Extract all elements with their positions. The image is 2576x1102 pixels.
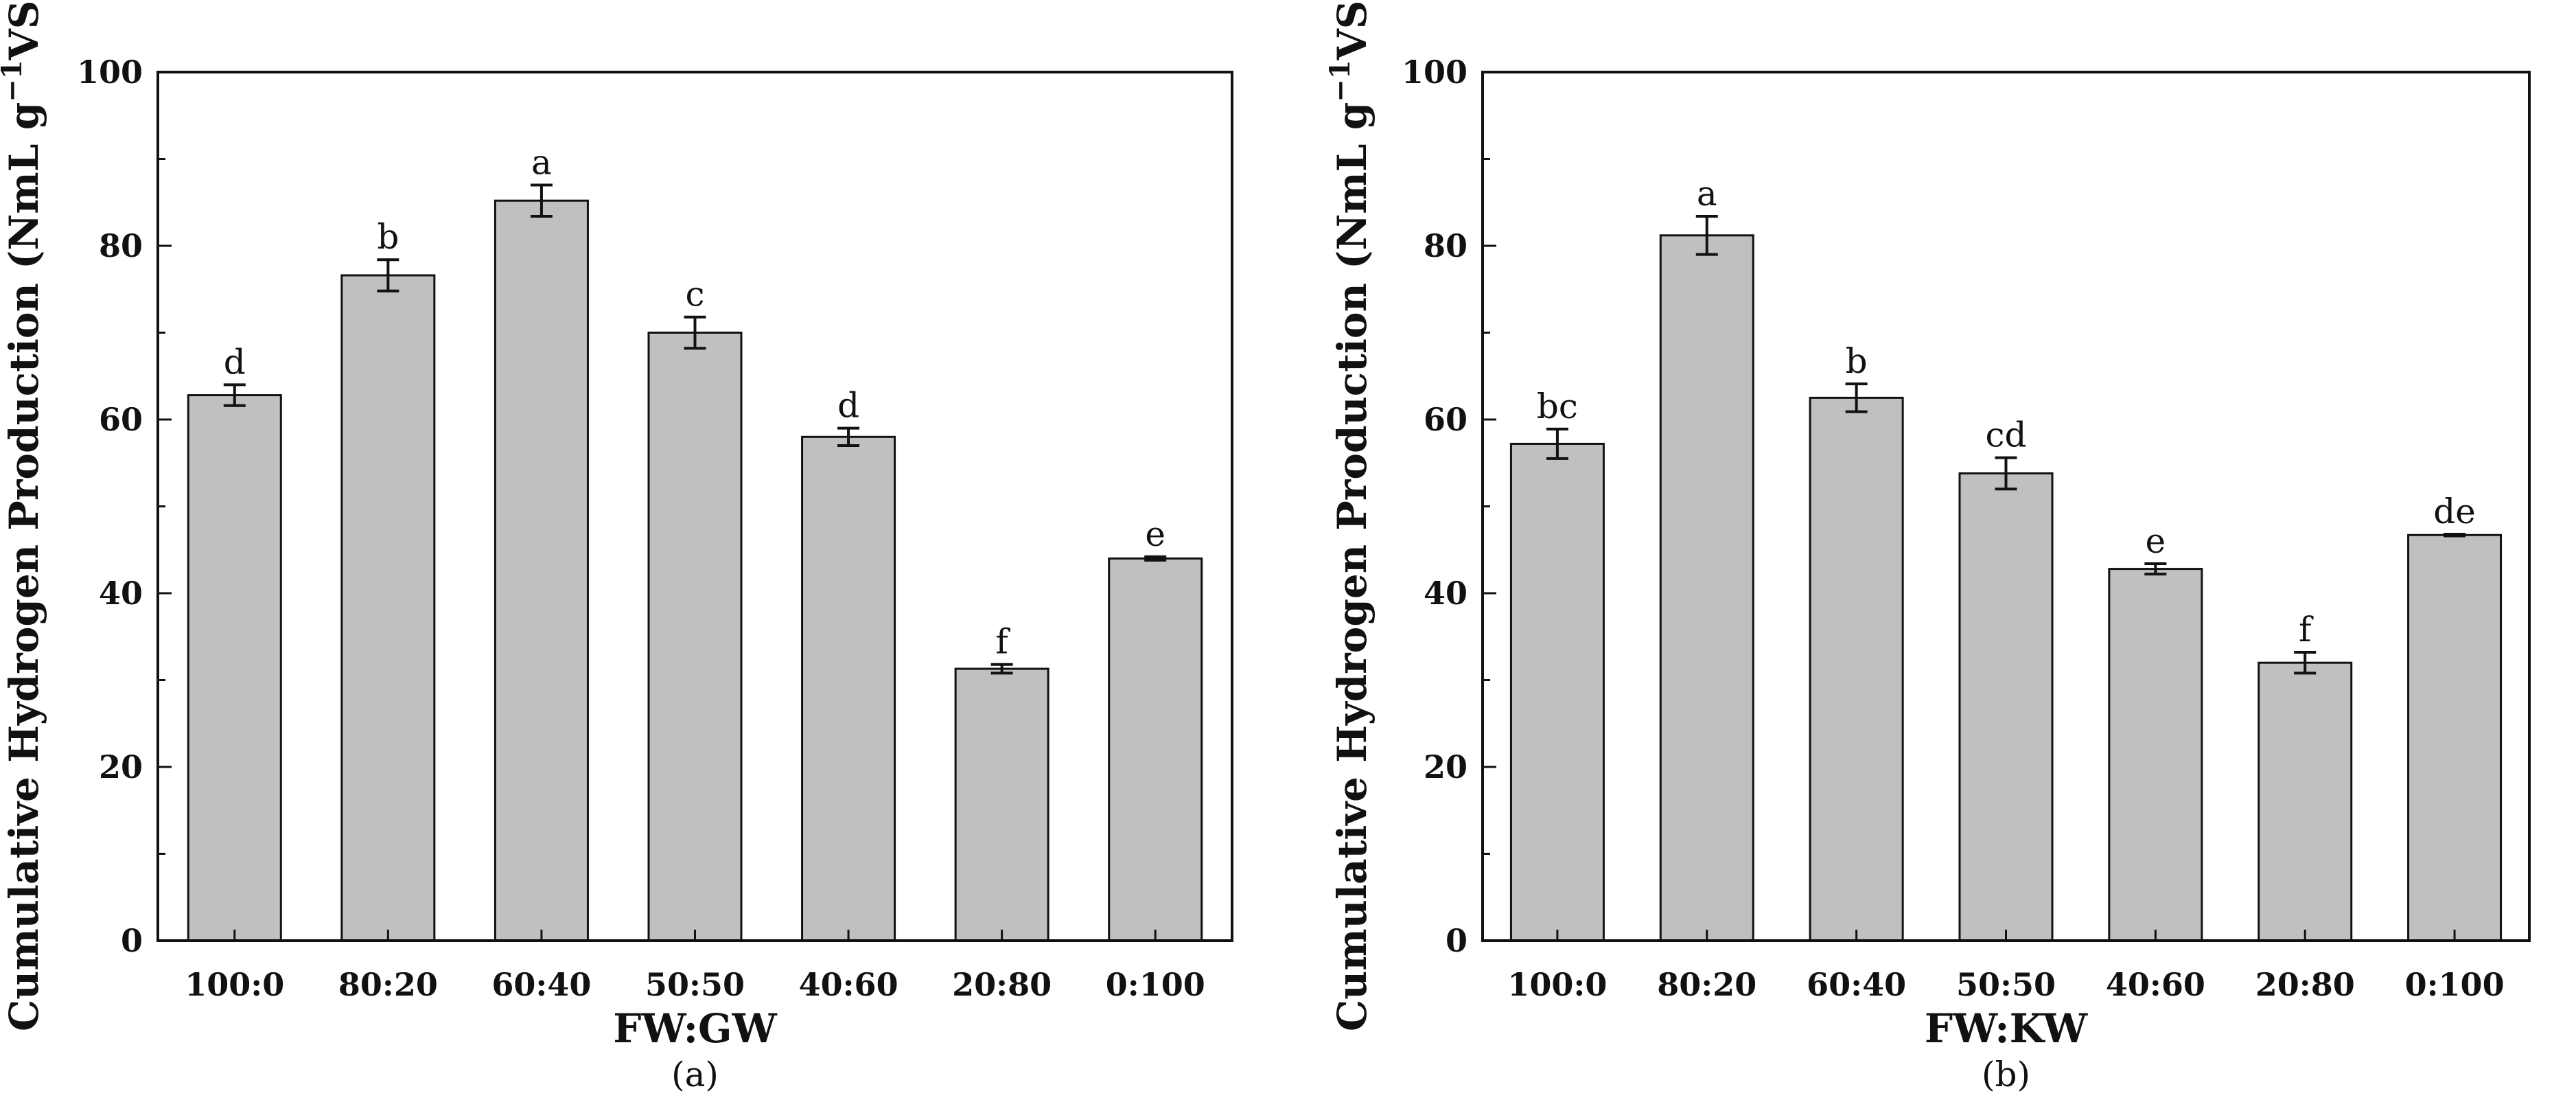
bar-50:50	[1958, 472, 2054, 942]
x-axis-title: FW:GW	[613, 1005, 777, 1052]
error-bar	[2294, 651, 2317, 675]
error-bar	[1546, 427, 1568, 460]
bar-60:40	[494, 199, 589, 942]
significance-label: a	[1697, 174, 1717, 214]
x-tick-label: 80:20	[338, 966, 438, 1003]
y-tick-label: 40	[99, 575, 143, 612]
error-bar	[2444, 532, 2466, 538]
x-tick-label: 40:60	[2106, 966, 2205, 1003]
bar-100:0	[1509, 442, 1605, 942]
y-tick-label: 20	[1424, 748, 1467, 785]
y-axis-title: Cumulative Hydrogen Production (NmL g−1V…	[0, 0, 47, 1031]
y-tick-label: 0	[121, 922, 143, 959]
x-tick-label: 0:100	[2405, 966, 2505, 1003]
error-bar	[377, 258, 399, 292]
panel-b: bc 100:0 a 80:20 b 60:40 cd 50:50 e 40:60 f 20:80 de…	[1324, 0, 2531, 1094]
x-tick-label: 50:50	[1956, 966, 2056, 1003]
bar-80:20	[1659, 234, 1754, 942]
significance-label: cd	[1985, 415, 2026, 455]
bar-80:20	[340, 274, 436, 942]
error-bar	[1695, 214, 1718, 256]
bar-60:40	[1809, 396, 1904, 942]
significance-label: b	[377, 217, 399, 257]
y-tick-label: 80	[1424, 227, 1467, 264]
y-tick-label: 0	[1446, 922, 1467, 959]
y-axis-title: Cumulative Hydrogen Production (NmL g−1V…	[1324, 0, 1376, 1031]
bar-100:0	[187, 394, 282, 942]
panel-a: d 100:0 b 80:20 a 60:40 c 50:50 d 40:60 f 20:80 e 0:1…	[0, 0, 1233, 1094]
error-bar	[684, 315, 706, 350]
x-tick-label: 20:80	[952, 966, 1052, 1003]
x-axis-title: FW:KW	[1925, 1005, 2088, 1052]
significance-label: b	[1846, 341, 1868, 381]
significance-label: d	[224, 342, 246, 382]
x-tick-label: 100:0	[185, 966, 284, 1003]
error-bar	[223, 383, 246, 407]
bar-0:100	[2407, 533, 2503, 942]
significance-label: a	[531, 142, 552, 182]
significance-label: de	[2433, 492, 2476, 531]
error-bar	[530, 183, 553, 218]
x-tick-label: 40:60	[799, 966, 898, 1003]
x-tick-label: 100:0	[1507, 966, 1607, 1003]
significance-label: f	[2299, 610, 2314, 650]
error-bar	[990, 663, 1013, 675]
significance-label: d	[837, 386, 859, 426]
y-tick-label: 100	[77, 54, 143, 91]
y-tick-label: 100	[1402, 54, 1467, 91]
y-axis-title-superscript: −1	[1324, 60, 1356, 102]
error-bar	[2144, 562, 2167, 576]
x-tick-label: 20:80	[2255, 966, 2355, 1003]
panel-label: (b)	[1982, 1055, 2030, 1094]
bar-0:100	[1108, 557, 1203, 942]
y-axis-title-superscript: −1	[0, 60, 28, 102]
x-tick-label: 50:50	[645, 966, 745, 1003]
bar-50:50	[647, 332, 743, 942]
x-tick-label: 80:20	[1657, 966, 1756, 1003]
significance-label: e	[1145, 514, 1165, 554]
y-axis-title-end: VS)	[1, 0, 47, 60]
significance-label: bc	[1537, 387, 1578, 426]
y-tick-label: 60	[99, 401, 143, 438]
error-bar	[1995, 456, 2017, 491]
error-bar	[1845, 382, 1868, 413]
significance-label: f	[995, 622, 1010, 662]
y-axis-title-end: VS)	[1329, 0, 1376, 60]
x-tick-label: 0:100	[1106, 966, 1205, 1003]
significance-label: c	[685, 275, 704, 314]
panel-label: (a)	[671, 1055, 719, 1094]
x-tick-label: 60:40	[491, 966, 591, 1003]
bar-20:80	[954, 667, 1049, 942]
y-tick-label: 60	[1424, 401, 1467, 438]
bar-40:60	[801, 435, 896, 942]
y-tick-label: 80	[99, 227, 143, 264]
y-tick-label: 40	[1424, 575, 1467, 612]
significance-label: e	[2146, 521, 2166, 561]
y-axis-title-main: Cumulative Hydrogen Production (NmL g	[1, 102, 47, 1031]
y-tick-label: 20	[99, 748, 143, 785]
bar-40:60	[2108, 568, 2203, 942]
y-axis-title-main: Cumulative Hydrogen Production (NmL g	[1329, 102, 1376, 1031]
bar-20:80	[2258, 661, 2353, 942]
error-bar	[837, 426, 860, 447]
x-tick-label: 60:40	[1807, 966, 1906, 1003]
error-bar	[1144, 555, 1167, 562]
